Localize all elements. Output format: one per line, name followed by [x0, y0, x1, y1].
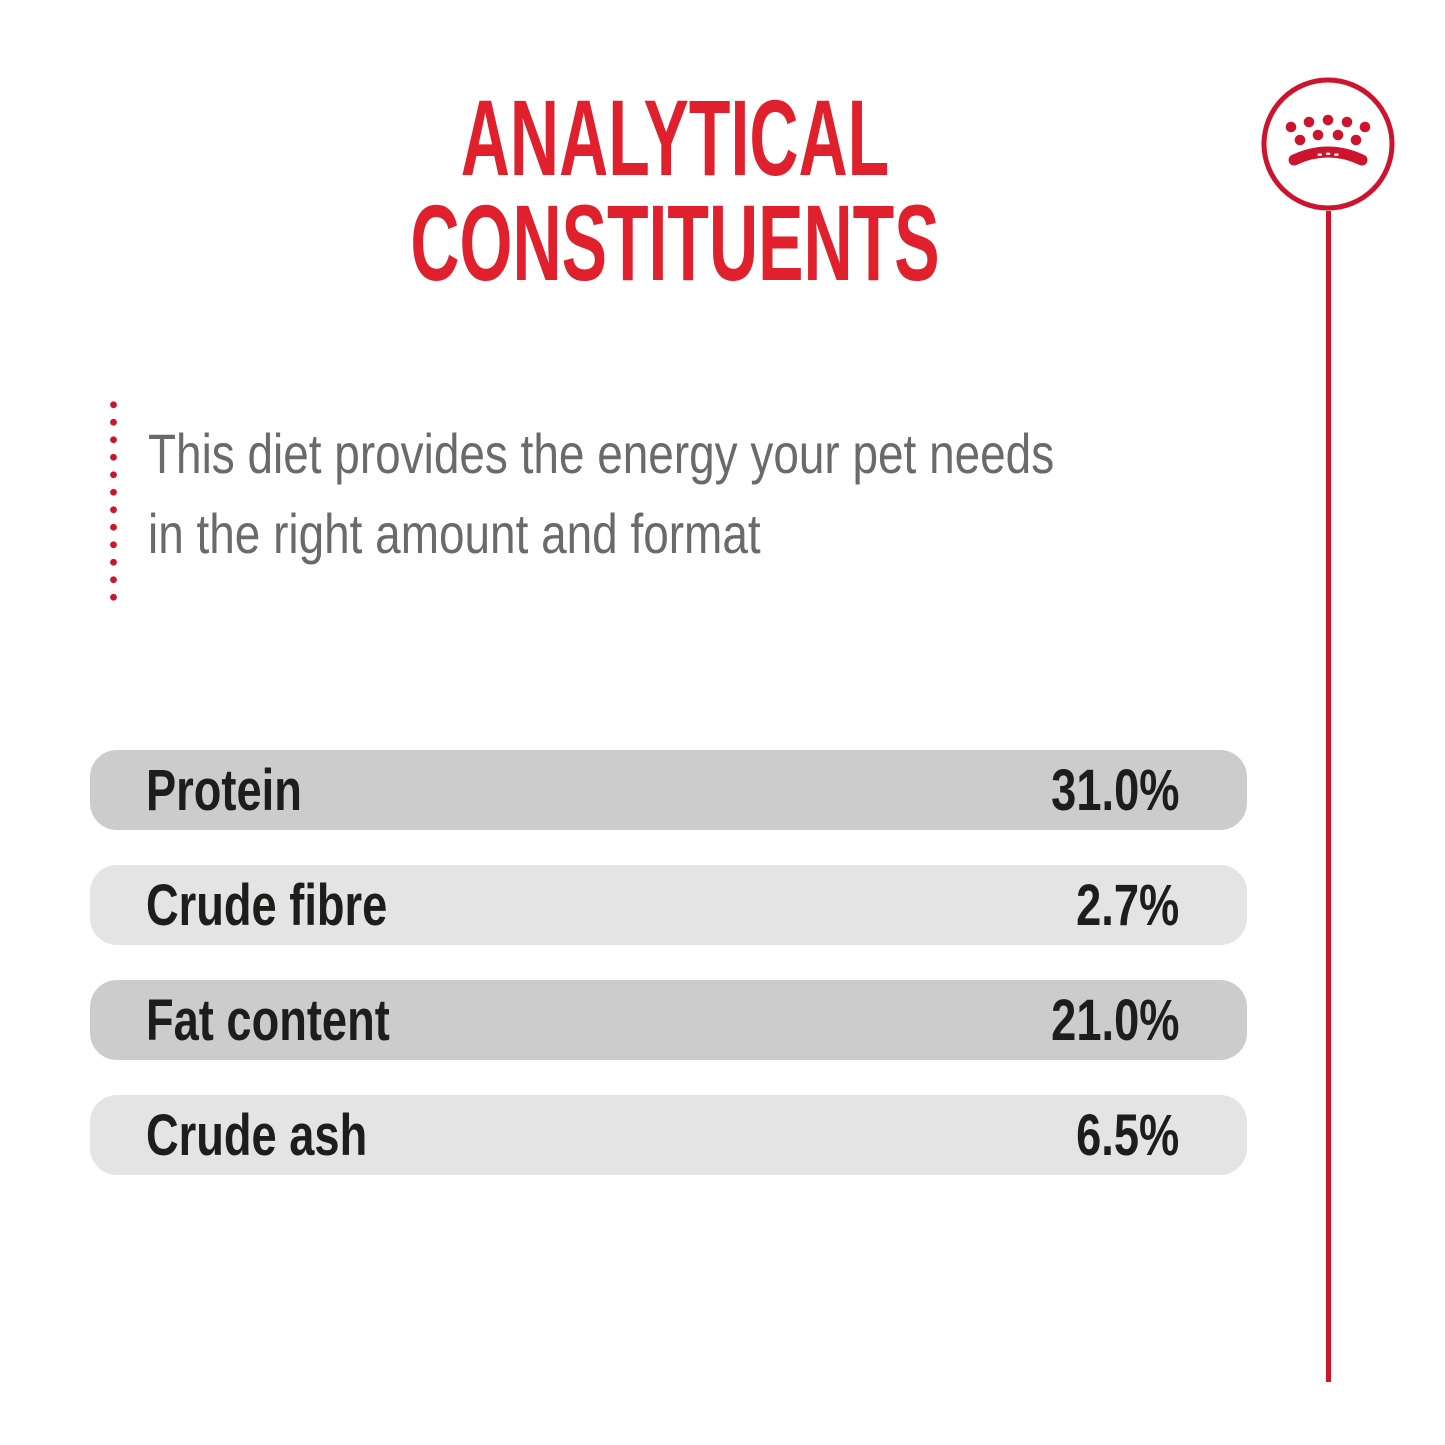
royal-canin-crown-icon	[1258, 74, 1398, 214]
nutrient-label: Crude fibre	[146, 872, 388, 938]
nutrient-label: Fat content	[146, 987, 390, 1053]
intro-paragraph: This diet provides the energy your pet n…	[148, 414, 1253, 574]
table-row-protein: Protein 31.0%	[90, 750, 1247, 830]
intro-line-2: in the right amount and format	[148, 502, 761, 565]
nutrient-value: 21.0%	[1050, 987, 1179, 1053]
intro-line-1: This diet provides the energy your pet n…	[148, 422, 1055, 485]
nutrient-value: 6.5%	[1075, 1102, 1179, 1168]
page-title-line-2: CONSTITUENTS	[410, 182, 940, 303]
nutrient-table: Protein 31.0% Crude fibre 2.7% Fat conte…	[90, 750, 1247, 1210]
table-row-crude-ash: Crude ash 6.5%	[90, 1095, 1247, 1175]
table-row-fat-content: Fat content 21.0%	[90, 980, 1247, 1060]
nutrient-label: Protein	[146, 757, 302, 823]
table-row-crude-fibre: Crude fibre 2.7%	[90, 865, 1247, 945]
dotted-leader-line	[110, 396, 117, 606]
page-title: ANALYTICAL CONSTITUENTS	[0, 77, 1350, 303]
nutrient-label: Crude ash	[146, 1102, 368, 1168]
nutrient-value: 2.7%	[1075, 872, 1179, 938]
page-title-line-1: ANALYTICAL	[460, 77, 890, 198]
vertical-brand-rule	[1326, 211, 1331, 1382]
nutrient-value: 31.0%	[1050, 757, 1179, 823]
